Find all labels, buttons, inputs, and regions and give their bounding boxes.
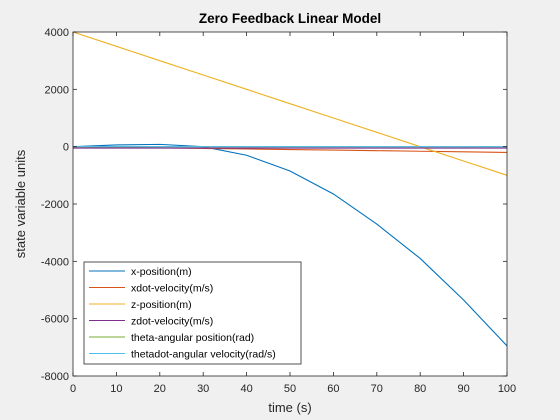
x-tick-label: 40	[240, 383, 252, 395]
x-axis-label: time (s)	[268, 400, 311, 415]
x-tick-label: 80	[414, 383, 426, 395]
legend-label: xdot-velocity(m/s)	[131, 283, 213, 295]
x-tick-label: 30	[197, 383, 209, 395]
chart-title: Zero Feedback Linear Model	[199, 11, 381, 26]
x-tick-label: 90	[457, 383, 469, 395]
x-tick-label: 100	[498, 383, 516, 395]
y-axis-label: state variable units	[13, 149, 28, 258]
x-tick-label: 0	[70, 383, 76, 395]
legend-label: x-position(m)	[131, 266, 192, 278]
x-tick-label: 10	[110, 383, 122, 395]
x-tick-label: 60	[327, 383, 339, 395]
legend-label: zdot-velocity(m/s)	[131, 316, 213, 328]
legend-label: thetadot-angular velocity(rad/s)	[131, 349, 276, 361]
y-tick-label: 2000	[45, 84, 69, 96]
y-tick-label: -4000	[41, 256, 69, 268]
y-tick-label: -6000	[41, 314, 69, 326]
x-tick-label: 50	[284, 383, 296, 395]
legend-label: theta-angular position(rad)	[131, 332, 254, 344]
legend-label: z-position(m)	[131, 299, 192, 311]
y-tick-label: 4000	[45, 27, 69, 39]
y-tick-label: -8000	[41, 371, 69, 383]
y-tick-label: 0	[63, 142, 69, 154]
legend: x-position(m) xdot-velocity(m/s) z-positio…	[84, 262, 301, 364]
x-tick-label: 20	[154, 383, 166, 395]
y-tick-label: -2000	[41, 199, 69, 211]
x-tick-label: 70	[371, 383, 383, 395]
